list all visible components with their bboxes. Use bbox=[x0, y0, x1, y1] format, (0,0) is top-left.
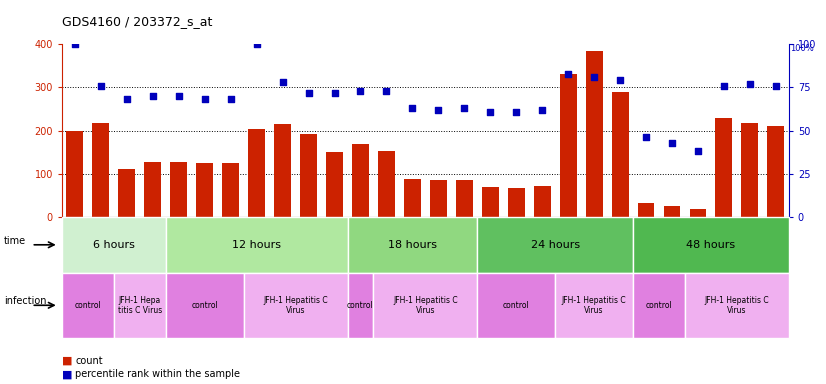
Bar bbox=[166, 217, 348, 273]
Text: control: control bbox=[347, 301, 374, 310]
Bar bbox=[222, 163, 239, 217]
Point bbox=[406, 105, 419, 111]
Point bbox=[614, 78, 627, 84]
Point bbox=[691, 148, 705, 154]
Bar bbox=[482, 187, 499, 217]
Bar bbox=[352, 144, 369, 217]
Point bbox=[458, 105, 471, 111]
Point bbox=[769, 83, 782, 89]
Bar bbox=[633, 217, 789, 273]
Text: JFH-1 Hepatitis C
Virus: JFH-1 Hepatitis C Virus bbox=[705, 296, 769, 315]
Point bbox=[743, 81, 757, 87]
Bar bbox=[300, 134, 317, 217]
Point bbox=[250, 41, 263, 47]
Point bbox=[717, 83, 730, 89]
Bar bbox=[477, 273, 555, 338]
Text: count: count bbox=[75, 356, 102, 366]
Text: control: control bbox=[646, 301, 672, 310]
Text: 100%: 100% bbox=[790, 44, 814, 53]
Point bbox=[224, 96, 237, 103]
Bar bbox=[555, 273, 633, 338]
Point bbox=[380, 88, 393, 94]
Bar bbox=[244, 273, 348, 338]
Bar bbox=[690, 209, 706, 217]
Bar bbox=[274, 124, 291, 217]
Bar bbox=[62, 273, 114, 338]
Bar bbox=[534, 186, 551, 217]
Bar bbox=[508, 188, 525, 217]
Bar bbox=[326, 152, 343, 217]
Bar bbox=[767, 126, 784, 217]
Bar bbox=[348, 217, 477, 273]
Point bbox=[432, 107, 445, 113]
Bar bbox=[715, 118, 733, 217]
Bar bbox=[456, 180, 472, 217]
Bar bbox=[197, 163, 213, 217]
Point bbox=[302, 89, 316, 96]
Point bbox=[146, 93, 159, 99]
Text: ■: ■ bbox=[62, 369, 73, 379]
Point bbox=[510, 109, 523, 115]
Point bbox=[198, 96, 211, 103]
Text: 6 hours: 6 hours bbox=[93, 240, 135, 250]
Point bbox=[484, 109, 497, 115]
Bar bbox=[560, 74, 577, 217]
Point bbox=[69, 41, 82, 47]
Text: 12 hours: 12 hours bbox=[232, 240, 281, 250]
Text: JFH-1 Hepatitis C
Virus: JFH-1 Hepatitis C Virus bbox=[562, 296, 626, 315]
Bar bbox=[611, 92, 629, 217]
Text: time: time bbox=[4, 236, 26, 246]
Point bbox=[276, 79, 289, 85]
Point bbox=[172, 93, 185, 99]
Text: control: control bbox=[503, 301, 529, 310]
Text: JFH-1 Hepatitis C
Virus: JFH-1 Hepatitis C Virus bbox=[263, 296, 328, 315]
Point bbox=[354, 88, 367, 94]
Point bbox=[94, 83, 107, 89]
Point bbox=[562, 70, 575, 76]
Bar bbox=[118, 169, 135, 217]
Point bbox=[639, 134, 653, 141]
Text: JFH-1 Hepa
titis C Virus: JFH-1 Hepa titis C Virus bbox=[117, 296, 162, 315]
Bar bbox=[348, 273, 373, 338]
Text: JFH-1 Hepatitis C
Virus: JFH-1 Hepatitis C Virus bbox=[393, 296, 458, 315]
Bar bbox=[586, 51, 602, 217]
Bar bbox=[62, 217, 166, 273]
Bar bbox=[378, 151, 395, 217]
Text: ■: ■ bbox=[62, 356, 73, 366]
Bar bbox=[638, 203, 654, 217]
Bar bbox=[145, 162, 161, 217]
Bar bbox=[373, 273, 477, 338]
Bar bbox=[170, 162, 188, 217]
Point bbox=[587, 74, 601, 80]
Bar bbox=[114, 273, 166, 338]
Bar bbox=[93, 123, 109, 217]
Bar bbox=[633, 273, 685, 338]
Point bbox=[535, 107, 548, 113]
Text: control: control bbox=[74, 301, 102, 310]
Bar bbox=[248, 129, 265, 217]
Bar bbox=[663, 206, 681, 217]
Text: 24 hours: 24 hours bbox=[530, 240, 580, 250]
Text: 48 hours: 48 hours bbox=[686, 240, 735, 250]
Bar bbox=[430, 180, 447, 217]
Bar bbox=[685, 273, 789, 338]
Text: control: control bbox=[192, 301, 218, 310]
Bar bbox=[742, 123, 758, 217]
Point bbox=[121, 96, 134, 103]
Point bbox=[328, 89, 341, 96]
Point bbox=[666, 140, 679, 146]
Bar bbox=[166, 273, 244, 338]
Text: infection: infection bbox=[4, 296, 46, 306]
Text: percentile rank within the sample: percentile rank within the sample bbox=[75, 369, 240, 379]
Bar bbox=[477, 217, 633, 273]
Bar bbox=[404, 179, 420, 217]
Text: GDS4160 / 203372_s_at: GDS4160 / 203372_s_at bbox=[62, 15, 212, 28]
Bar bbox=[66, 131, 83, 217]
Text: 18 hours: 18 hours bbox=[388, 240, 437, 250]
